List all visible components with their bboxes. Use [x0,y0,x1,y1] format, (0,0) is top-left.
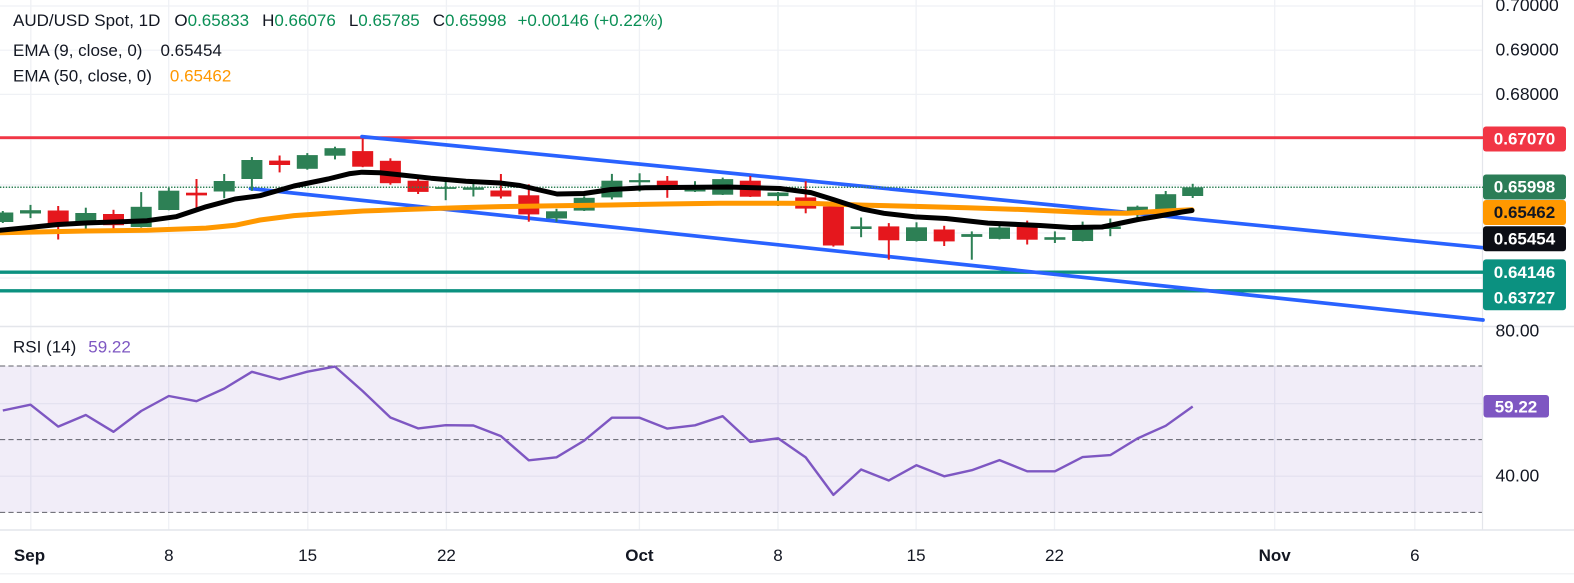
svg-text:0.69000: 0.69000 [1496,40,1560,60]
svg-text:59.22: 59.22 [1495,398,1538,417]
svg-text:80.00: 80.00 [1496,321,1540,341]
svg-text:0.67070: 0.67070 [1494,130,1555,149]
svg-text:22: 22 [1045,546,1064,565]
svg-text:15: 15 [907,546,926,565]
svg-text:EMA (9, close, 0)0.65454: EMA (9, close, 0) 0.65454 [13,41,222,60]
svg-text:15: 15 [298,546,317,565]
svg-text:0.70000: 0.70000 [1496,0,1560,15]
svg-text:8: 8 [164,546,173,565]
svg-text:0.65998: 0.65998 [1494,178,1555,197]
svg-text:22: 22 [437,546,456,565]
svg-text:0.65462: 0.65462 [1494,203,1555,222]
svg-text:40.00: 40.00 [1496,466,1540,486]
svg-text:8: 8 [773,546,782,565]
svg-text:Oct: Oct [625,546,654,565]
svg-text:Nov: Nov [1259,546,1292,565]
svg-text:6: 6 [1410,546,1419,565]
svg-text:0.68000: 0.68000 [1496,84,1560,104]
svg-text:0.64146: 0.64146 [1494,263,1555,282]
svg-text:0.65454: 0.65454 [1494,229,1556,248]
svg-text:0.63727: 0.63727 [1494,289,1555,308]
svg-text:RSI (14)59.22: RSI (14) 59.22 [13,338,131,357]
svg-text:EMA (50, close, 0)0.65462: EMA (50, close, 0) 0.65462 [13,67,231,86]
svg-text:Sep: Sep [14,546,45,565]
